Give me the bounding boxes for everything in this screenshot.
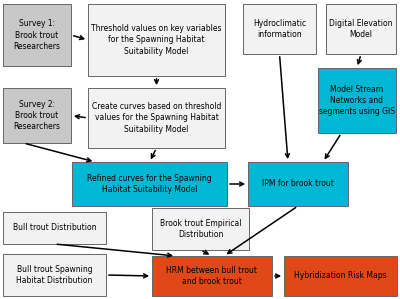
FancyBboxPatch shape (3, 212, 106, 244)
Text: Survey 2:
Brook trout
Researchers: Survey 2: Brook trout Researchers (14, 100, 60, 131)
FancyBboxPatch shape (88, 88, 225, 148)
Text: Model Stream
Networks and
segments using GIS: Model Stream Networks and segments using… (319, 85, 395, 116)
Text: Threshold values on key variables
for the Spawning Habitat
Suitability Model: Threshold values on key variables for th… (91, 25, 222, 56)
FancyBboxPatch shape (248, 162, 348, 206)
FancyBboxPatch shape (326, 4, 396, 54)
FancyBboxPatch shape (72, 162, 227, 206)
Text: Create curves based on threshold
values for the Spawning Habitat
Suitability Mod: Create curves based on threshold values … (92, 102, 221, 134)
FancyBboxPatch shape (3, 4, 71, 66)
FancyBboxPatch shape (88, 4, 225, 76)
Text: Bull trout Spawning
Habitat Distribution: Bull trout Spawning Habitat Distribution (16, 265, 93, 285)
FancyBboxPatch shape (243, 4, 316, 54)
FancyBboxPatch shape (318, 68, 396, 133)
Text: Brook trout Empirical
Distribution: Brook trout Empirical Distribution (160, 219, 241, 239)
FancyBboxPatch shape (284, 256, 397, 296)
Text: IPM for brook trout: IPM for brook trout (262, 179, 334, 188)
Text: Survey 1:
Brook trout
Researchers: Survey 1: Brook trout Researchers (14, 19, 60, 51)
Text: Digital Elevation
Model: Digital Elevation Model (329, 19, 393, 39)
Text: HRM between bull trout
and brook trout: HRM between bull trout and brook trout (166, 266, 258, 286)
Text: Hydroclimatic
information: Hydroclimatic information (253, 19, 306, 39)
FancyBboxPatch shape (3, 88, 71, 143)
Text: Bull trout Distribution: Bull trout Distribution (13, 223, 96, 233)
FancyBboxPatch shape (152, 208, 249, 250)
Text: Hybridization Risk Maps: Hybridization Risk Maps (294, 271, 387, 280)
FancyBboxPatch shape (152, 256, 272, 296)
FancyBboxPatch shape (3, 254, 106, 296)
Text: Refined curves for the Spawning
Habitat Suitability Model: Refined curves for the Spawning Habitat … (87, 174, 212, 194)
